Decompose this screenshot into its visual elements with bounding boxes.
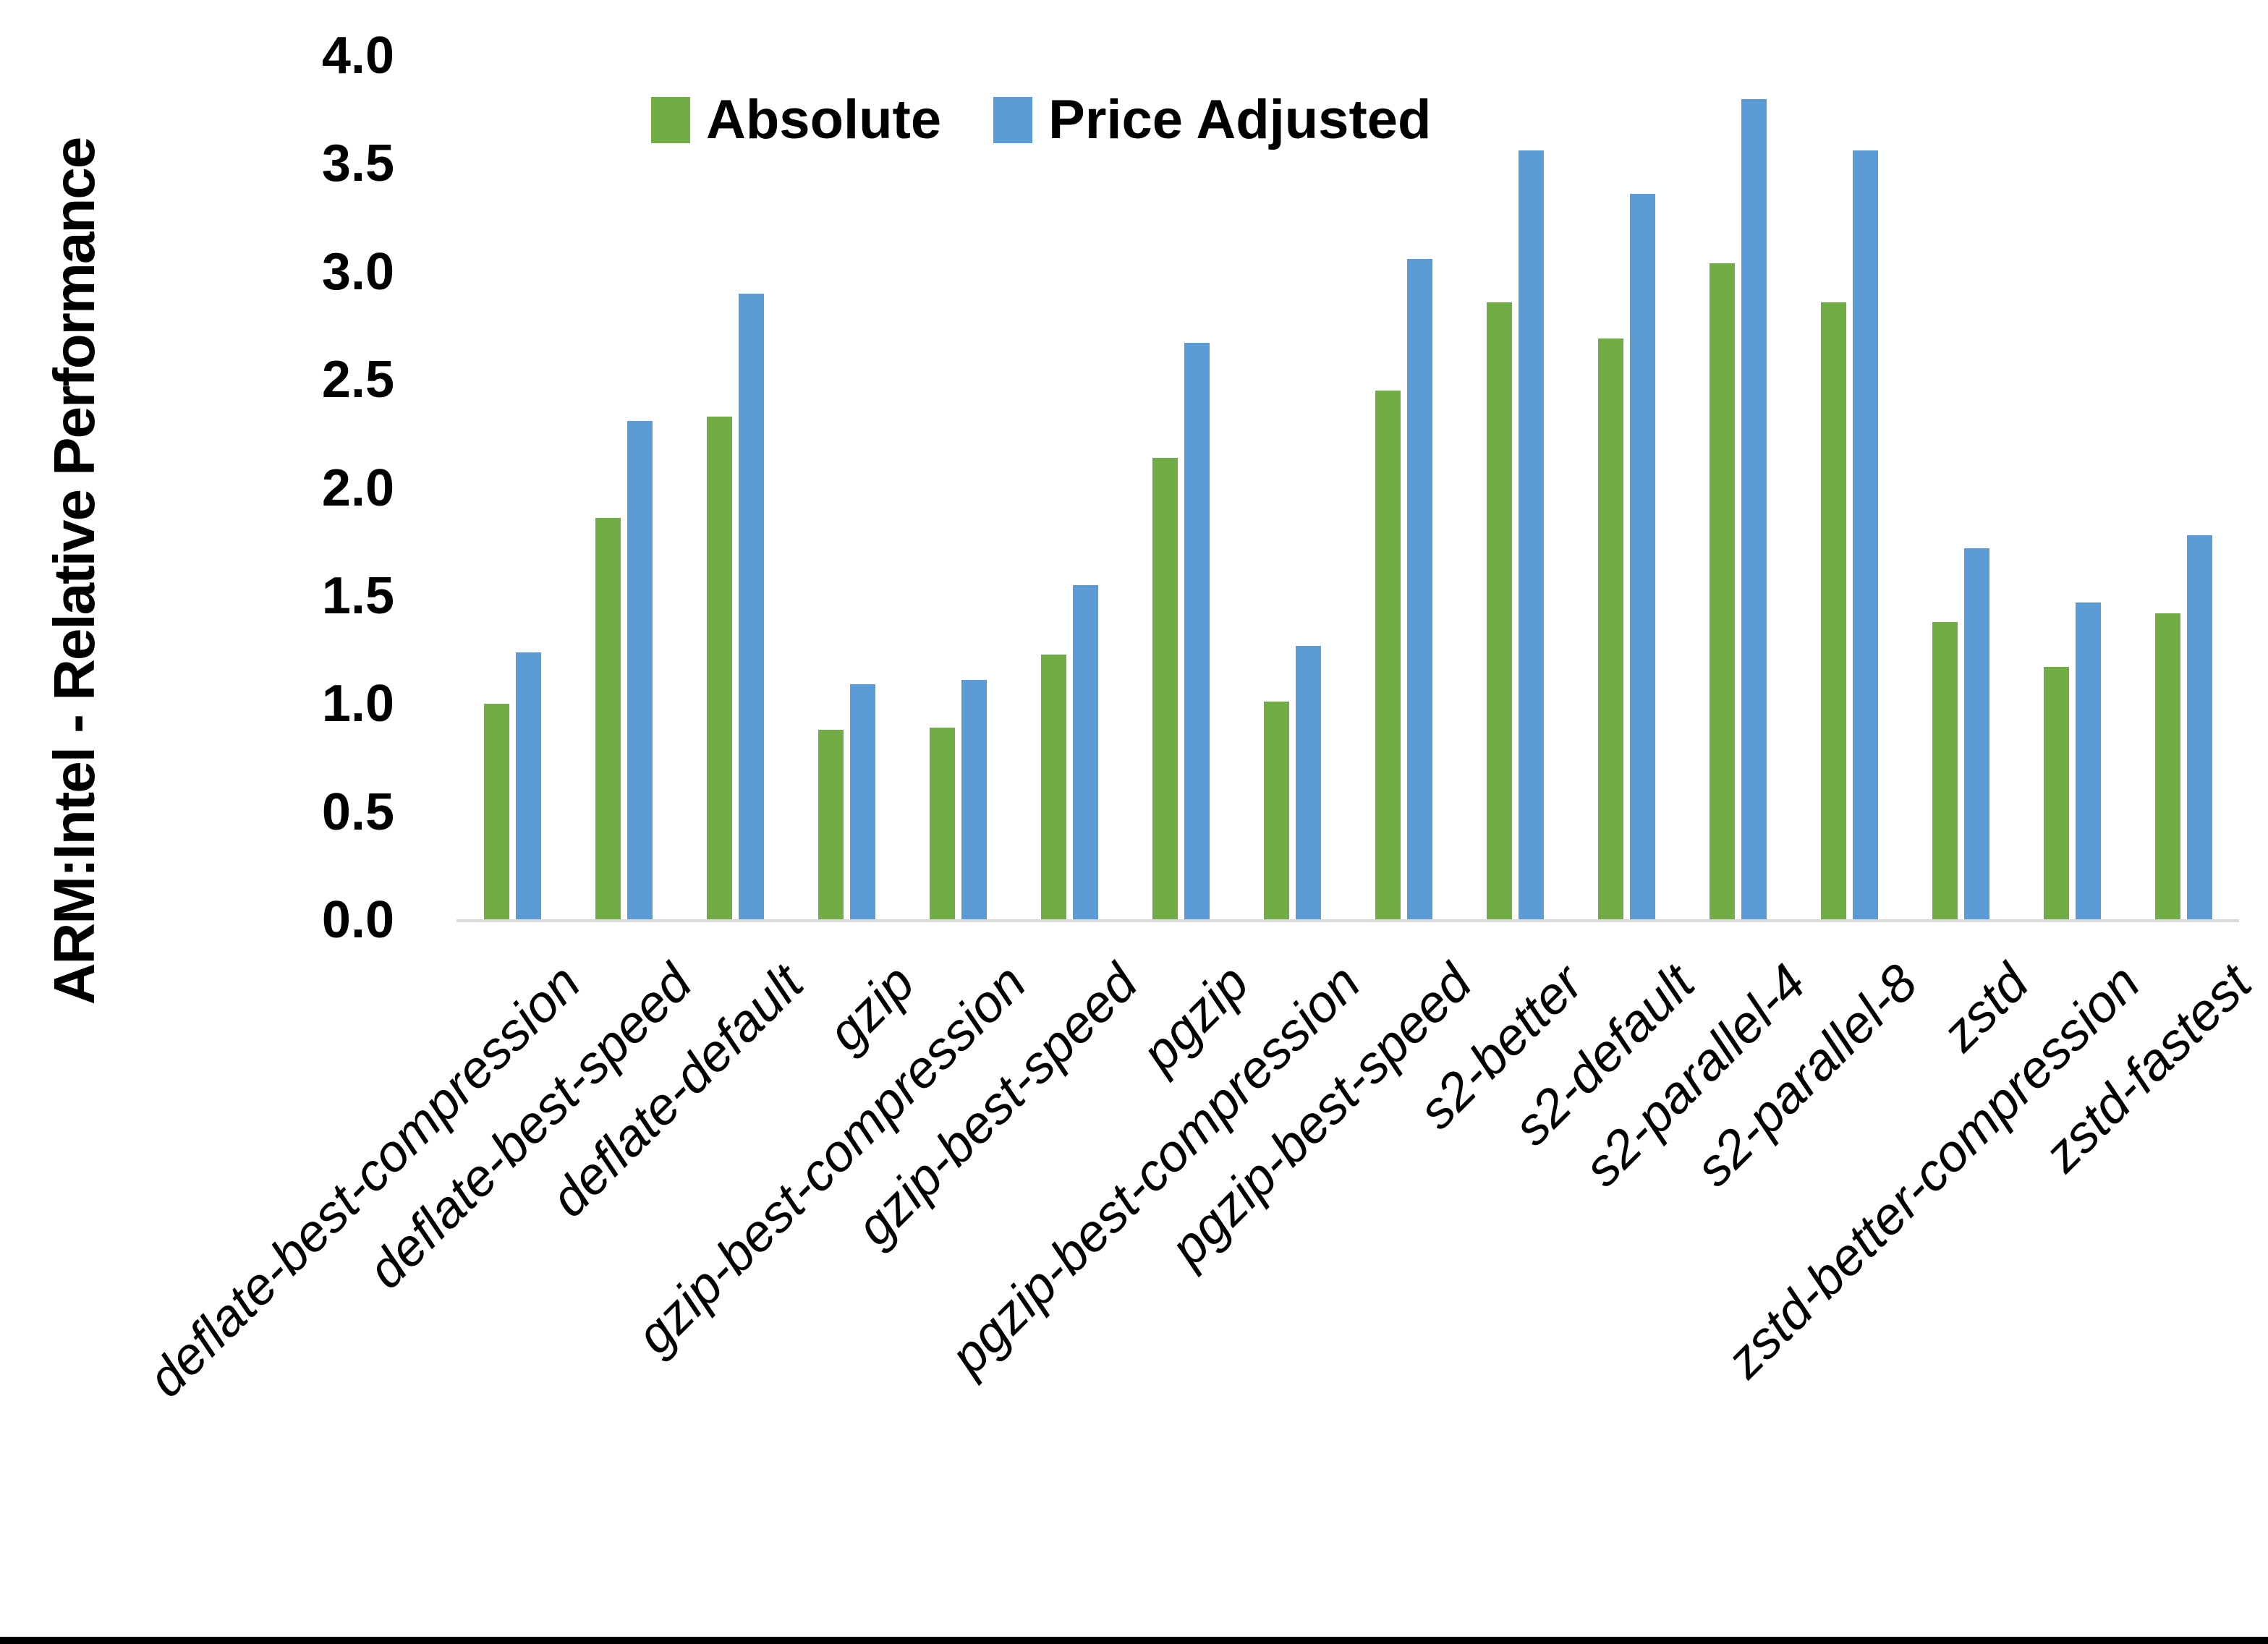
y-tick-label-0.5: 0.5 xyxy=(321,783,394,841)
bar-price-adjusted-zstd-fastest xyxy=(2186,535,2212,920)
bar-absolute-gzip xyxy=(817,730,844,920)
bar-group-zstd xyxy=(1905,56,2016,920)
y-tick-label-4.0: 4.0 xyxy=(321,27,394,85)
bar-absolute-pgzip-best-compression xyxy=(1263,702,1289,920)
y-tick-label-2.0: 2.0 xyxy=(321,459,394,517)
bar-group-gzip xyxy=(791,56,902,920)
bar-price-adjusted-s2-parallel-4 xyxy=(1741,98,1767,920)
bar-price-adjusted-gzip-best-compression xyxy=(961,680,987,920)
legend-entry-absolute: Absolute xyxy=(651,88,941,151)
bar-group-s2-default xyxy=(1571,56,1682,920)
bar-absolute-s2-parallel-8 xyxy=(1820,302,1846,920)
bar-group-deflate-best-speed xyxy=(568,56,679,920)
bar-price-adjusted-zstd-better-compression xyxy=(2075,602,2101,920)
bar-absolute-zstd-fastest xyxy=(2154,613,2180,920)
y-tick-label-1.5: 1.5 xyxy=(321,566,394,625)
legend: Absolute Price Adjusted xyxy=(651,88,1431,151)
bar-price-adjusted-gzip-best-speed xyxy=(1072,584,1098,920)
bar-group-zstd-fastest xyxy=(2128,56,2239,920)
bar-price-adjusted-deflate-best-speed xyxy=(627,420,653,920)
y-tick-label-3.0: 3.0 xyxy=(321,242,394,301)
bar-group-zstd-better-compression xyxy=(2016,56,2128,920)
bar-price-adjusted-zstd xyxy=(1963,548,1989,920)
y-tick-label-1.0: 1.0 xyxy=(321,675,394,733)
bar-group-s2-parallel-8 xyxy=(1793,56,1905,920)
bar-group-pgzip xyxy=(1125,56,1236,920)
bar-absolute-pgzip xyxy=(1152,457,1178,920)
bar-absolute-s2-default xyxy=(1597,338,1623,920)
bar-price-adjusted-gzip xyxy=(849,684,875,920)
bar-price-adjusted-s2-better xyxy=(1518,150,1544,920)
bar-group-s2-better xyxy=(1459,56,1571,920)
bar-price-adjusted-pgzip-best-speed xyxy=(1406,258,1432,920)
bar-price-adjusted-s2-parallel-8 xyxy=(1852,150,1878,920)
legend-label-absolute: Absolute xyxy=(706,89,942,150)
bar-absolute-deflate-best-compression xyxy=(483,704,509,920)
bar-price-adjusted-pgzip-best-compression xyxy=(1295,645,1321,920)
x-axis-line xyxy=(456,919,2239,922)
bar-price-adjusted-deflate-best-compression xyxy=(515,652,541,920)
y-tick-label-2.5: 2.5 xyxy=(321,351,394,409)
bar-absolute-gzip-best-compression xyxy=(929,728,955,920)
legend-entry-price-adjusted: Price Adjusted xyxy=(993,88,1431,151)
y-tick-label-0.0: 0.0 xyxy=(321,891,394,949)
bar-absolute-zstd xyxy=(1932,621,1958,920)
y-tick-label-3.5: 3.5 xyxy=(321,135,394,193)
legend-label-price-adjusted: Price Adjusted xyxy=(1048,89,1432,150)
bar-group-deflate-best-compression xyxy=(456,56,568,920)
bar-absolute-s2-parallel-4 xyxy=(1709,263,1735,920)
bar-price-adjusted-deflate-default xyxy=(738,293,764,920)
legend-swatch-price-adjusted xyxy=(993,96,1033,143)
bar-absolute-pgzip-best-speed xyxy=(1375,391,1401,920)
bar-absolute-deflate-best-speed xyxy=(595,518,621,920)
y-axis-title: ARM:Intel - Relative Performance xyxy=(42,137,106,1005)
bar-group-pgzip-best-speed xyxy=(1348,56,1459,920)
bar-price-adjusted-pgzip xyxy=(1184,343,1210,920)
bar-group-pgzip-best-compression xyxy=(1236,56,1348,920)
legend-swatch-absolute xyxy=(651,96,690,143)
bottom-black-strip xyxy=(0,1637,2268,1644)
plot-area xyxy=(456,56,2239,920)
bar-group-s2-parallel-4 xyxy=(1682,56,1793,920)
bar-price-adjusted-s2-default xyxy=(1629,194,1655,920)
bar-absolute-gzip-best-speed xyxy=(1040,654,1066,920)
bar-absolute-zstd-better-compression xyxy=(2043,667,2069,920)
bar-group-gzip-best-compression xyxy=(902,56,1014,920)
category-label-deflate-best-compression: deflate-best-compression xyxy=(137,953,592,1408)
bar-absolute-s2-better xyxy=(1486,302,1512,920)
bar-absolute-deflate-default xyxy=(706,416,732,920)
bar-group-gzip-best-speed xyxy=(1014,56,1125,920)
bar-group-deflate-default xyxy=(679,56,791,920)
